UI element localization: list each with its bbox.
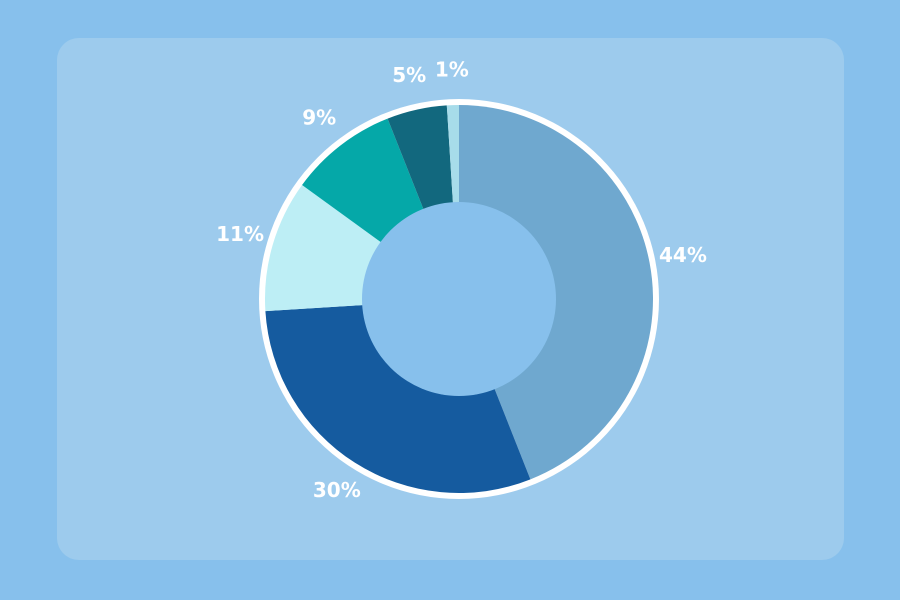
- value-label: 11%: [216, 222, 264, 246]
- wedge: [459, 105, 653, 480]
- value-label: 9%: [302, 105, 336, 129]
- value-label: 1%: [435, 58, 469, 82]
- value-label: 44%: [659, 243, 707, 267]
- value-label: 30%: [313, 478, 361, 502]
- donut-hole: [362, 202, 556, 396]
- value-label: 5%: [392, 63, 426, 87]
